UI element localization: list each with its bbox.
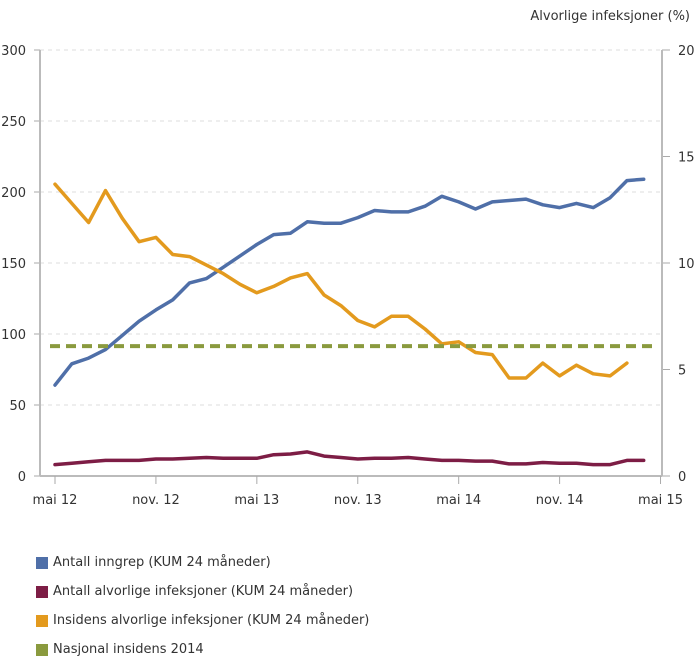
legend-item: Nasjonal insidens 2014 xyxy=(36,635,369,664)
left-tick-label: 250 xyxy=(1,115,26,130)
x-tick-label: mai 12 xyxy=(33,493,78,508)
x-tick-label: mai 13 xyxy=(234,493,279,508)
series-line-1 xyxy=(53,450,646,467)
left-tick-label: 300 xyxy=(1,44,26,59)
right-tick-label: 20 xyxy=(678,44,695,59)
legend-label: Antall inngrep (KUM 24 måneder) xyxy=(53,555,271,570)
x-tick-label: nov. 12 xyxy=(132,493,180,508)
left-tick-label: 0 xyxy=(18,470,26,485)
right-tick-label: 5 xyxy=(678,364,686,379)
legend-item: Antall inngrep (KUM 24 måneder) xyxy=(36,548,369,577)
left-tick-label: 100 xyxy=(1,328,26,343)
left-tick-label: 150 xyxy=(1,257,26,272)
legend-item: Antall alvorlige infeksjoner (KUM 24 mån… xyxy=(36,577,369,606)
legend-swatch xyxy=(36,614,48,627)
legend-swatch xyxy=(36,643,48,656)
x-tick-label: nov. 14 xyxy=(536,493,584,508)
x-tick-label: mai 14 xyxy=(436,493,481,508)
series-line-2 xyxy=(53,182,629,380)
left-tick-label: 200 xyxy=(1,186,26,201)
right-tick-label: 10 xyxy=(678,257,695,272)
legend-label: Insidens alvorlige infeksjoner (KUM 24 m… xyxy=(53,613,370,628)
right-tick-label: 0 xyxy=(678,470,686,485)
right-axis-title: Alvorlige infeksjoner (%) xyxy=(530,9,690,24)
legend-swatch xyxy=(36,585,48,598)
legend: Antall inngrep (KUM 24 måneder) Antall al… xyxy=(36,548,369,664)
legend-item: Insidens alvorlige infeksjoner (KUM 24 m… xyxy=(36,606,369,635)
x-tick-label: nov. 13 xyxy=(334,493,382,508)
legend-label: Antall alvorlige infeksjoner (KUM 24 mån… xyxy=(53,584,354,599)
left-tick-label: 50 xyxy=(9,399,26,414)
x-tick-label: mai 15 xyxy=(638,493,683,508)
series-line-0 xyxy=(53,177,646,387)
legend-label: Nasjonal insidens 2014 xyxy=(53,642,204,657)
right-tick-label: 15 xyxy=(678,151,695,166)
legend-swatch xyxy=(36,556,48,569)
chart-svg: Alvorlige infeksjoner (%) 05010015020025… xyxy=(1,9,695,508)
